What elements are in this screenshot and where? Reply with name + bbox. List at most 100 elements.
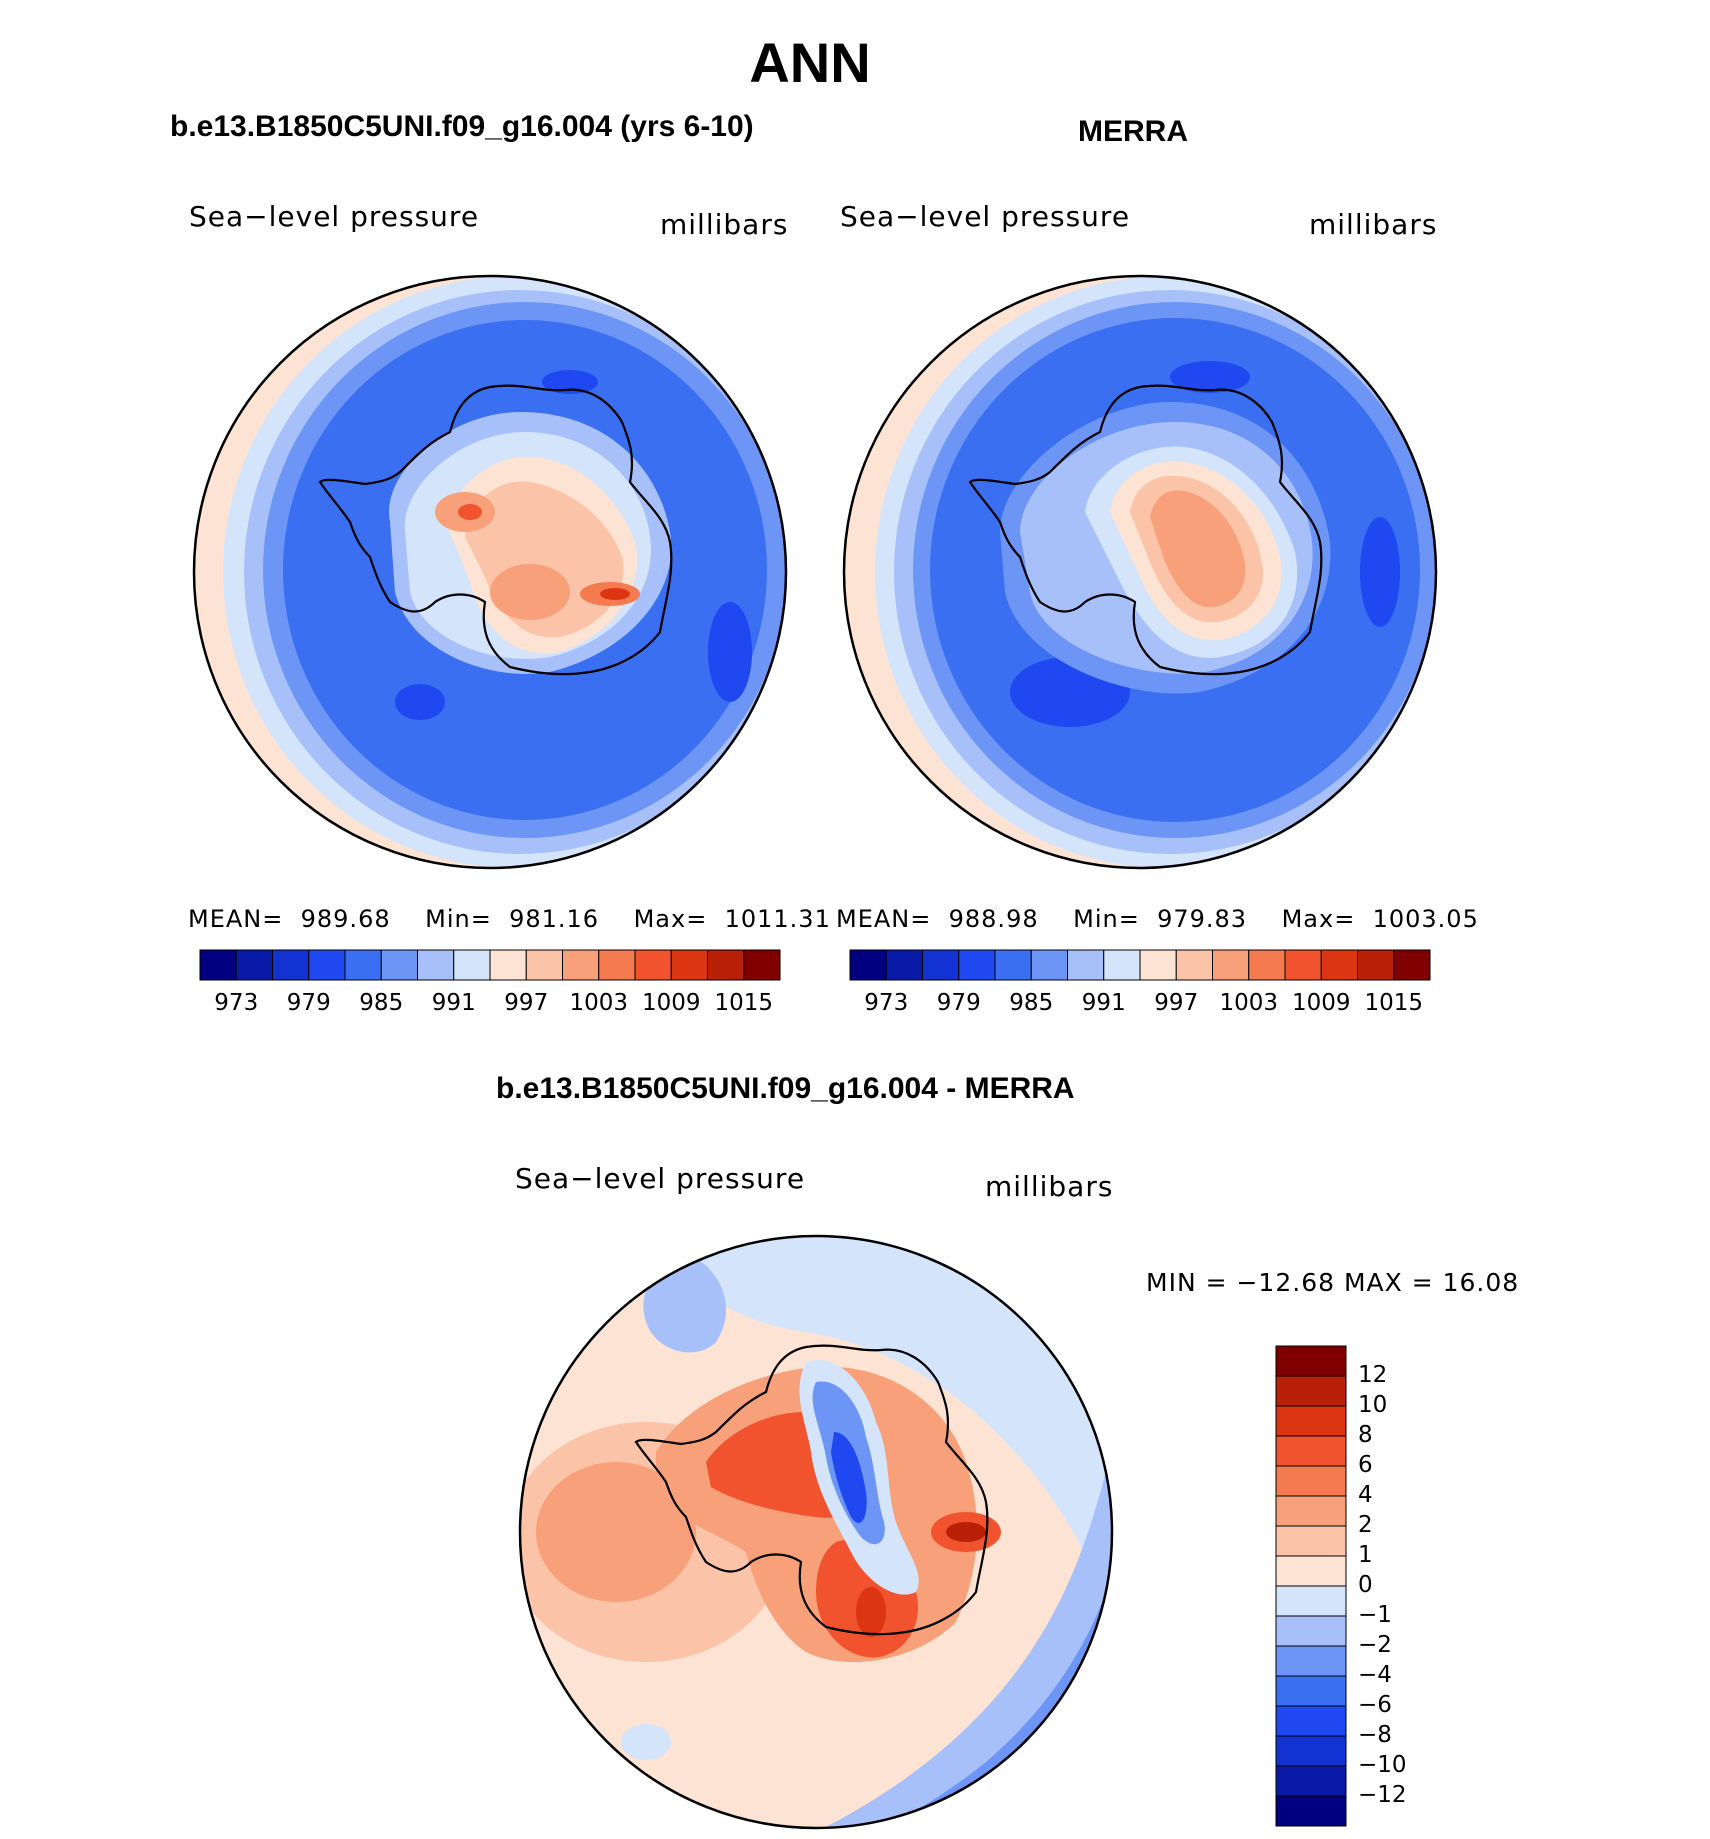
colorbar-swatch — [707, 949, 745, 981]
colorbar-swatch — [1103, 949, 1141, 981]
max-value: 1003.05 — [1372, 905, 1479, 933]
colorbar-swatch — [1320, 949, 1358, 981]
colorbar-swatch — [489, 949, 527, 981]
max-label: Max= — [633, 905, 708, 933]
coastline — [318, 384, 673, 676]
colorbar-tick-label: 6 — [1358, 1452, 1373, 1478]
colorbar-swatch — [1275, 1585, 1347, 1617]
map-frame — [842, 274, 1438, 870]
map-frame — [192, 274, 788, 870]
colorbar-swatch — [344, 949, 382, 981]
contour-band — [1150, 490, 1246, 608]
colorbar-swatch — [598, 949, 636, 981]
contour-band — [831, 1432, 867, 1523]
colorbar-tick-label: −6 — [1358, 1692, 1392, 1718]
colorbar-tick-label: 8 — [1358, 1422, 1373, 1448]
contour-band — [542, 370, 598, 394]
variable-label: Sea−level pressure — [515, 1162, 806, 1195]
colorbar-swatch — [1275, 1615, 1347, 1647]
colorbar-tick-label: 973 — [214, 990, 259, 1016]
colorbar-swatch — [1357, 949, 1395, 981]
contour-band — [708, 602, 752, 702]
main-title: ANN — [749, 31, 871, 94]
polar-map-model — [192, 274, 788, 870]
colorbar-swatch — [1275, 1735, 1347, 1767]
coastline — [968, 384, 1323, 676]
variable-label: Sea−level pressure — [840, 200, 1131, 233]
colorbar-swatch — [1393, 949, 1431, 981]
colorbar-swatch — [1212, 949, 1250, 981]
colorbar-swatch — [1275, 1495, 1347, 1527]
colorbar-tick-label: 997 — [1154, 990, 1199, 1016]
colorbar-swatch — [1275, 1345, 1347, 1377]
mean-value: 989.68 — [300, 905, 391, 933]
colorbar-swatch — [958, 949, 996, 981]
mean-label: MEAN= — [836, 905, 932, 933]
polar-map-difference — [518, 1234, 1114, 1830]
min-max-label: MIN = −12.68 MAX = 16.08 — [1146, 1268, 1520, 1297]
colorbar-tick-label: −2 — [1358, 1632, 1392, 1658]
colorbar-swatch — [743, 949, 781, 981]
colorbar-tick-label: 973 — [864, 990, 909, 1016]
colorbar-tick-label: 2 — [1358, 1512, 1373, 1538]
colorbar-swatch — [1275, 1555, 1347, 1587]
colorbar-tick-label: 1009 — [641, 990, 701, 1016]
colorbar-swatch — [1275, 1675, 1347, 1707]
contour-band — [946, 1522, 986, 1542]
colorbar-tick-label: 12 — [1358, 1362, 1388, 1388]
colorbar-swatch — [634, 949, 672, 981]
colorbar-swatch — [417, 949, 455, 981]
contour-band — [1170, 361, 1250, 393]
colorbar-swatch — [1175, 949, 1213, 981]
colorbar-swatch — [1275, 1525, 1347, 1557]
colorbar-tick-label: 997 — [504, 990, 549, 1016]
colorbar-swatch — [1030, 949, 1068, 981]
colorbar-swatch — [308, 949, 346, 981]
colorbar-swatch — [1139, 949, 1177, 981]
colorbar-swatch — [1067, 949, 1105, 981]
contour-band — [1360, 517, 1400, 627]
contour-band — [490, 564, 570, 620]
colorbar-swatch — [885, 949, 923, 981]
contour-band — [395, 684, 445, 720]
colorbar-tick-label: 1015 — [714, 990, 774, 1016]
colorbar-horizontal — [849, 949, 1431, 981]
colorbar-swatch — [1275, 1435, 1347, 1467]
min-label: Min= — [1073, 905, 1140, 933]
colorbar-swatch — [1275, 1645, 1347, 1677]
colorbar-swatch — [1275, 1795, 1347, 1827]
min-value: 979.83 — [1157, 905, 1248, 933]
min-value: 981.16 — [509, 905, 600, 933]
colorbar-tick-label: 979 — [936, 990, 981, 1016]
colorbar-swatch — [1248, 949, 1286, 981]
stats-line: MEAN= 988.98 Min= 979.83 Max= 1003.05 — [836, 905, 1479, 933]
colorbar-swatch — [199, 949, 237, 981]
colorbar-tick-label: 10 — [1358, 1392, 1388, 1418]
contour-band — [666, 1236, 1112, 1632]
mean-label: MEAN= — [188, 905, 284, 933]
contour-band — [856, 1587, 886, 1637]
colorbar-tick-label: 1009 — [1291, 990, 1351, 1016]
colorbar-tick-label: −1 — [1358, 1602, 1392, 1628]
min-label: Min= — [425, 905, 492, 933]
colorbar-tick-label: 985 — [1009, 990, 1054, 1016]
colorbar-vertical — [1275, 1345, 1347, 1827]
colorbar-swatch — [1284, 949, 1322, 981]
variable-label: Sea−level pressure — [189, 200, 480, 233]
max-label: Max= — [1281, 905, 1356, 933]
colorbar-tick-label: 1003 — [1219, 990, 1279, 1016]
colorbar-swatch — [380, 949, 418, 981]
colorbar-tick-label: 4 — [1358, 1482, 1373, 1508]
colorbar-horizontal — [199, 949, 781, 981]
colorbar-swatch — [1275, 1375, 1347, 1407]
colorbar-tick-label: 979 — [286, 990, 331, 1016]
colorbar-tick-label: −10 — [1358, 1752, 1407, 1778]
panel-title: b.e13.B1850C5UNI.f09_g16.004 (yrs 6-10) — [170, 110, 754, 143]
polar-map-merra — [842, 274, 1438, 870]
panel-title: MERRA — [1078, 115, 1188, 148]
max-value: 1011.31 — [724, 905, 831, 933]
colorbar-tick-label: 1015 — [1364, 990, 1424, 1016]
colorbar-swatch — [1275, 1465, 1347, 1497]
units-label: millibars — [1309, 208, 1438, 241]
colorbar-swatch — [453, 949, 491, 981]
